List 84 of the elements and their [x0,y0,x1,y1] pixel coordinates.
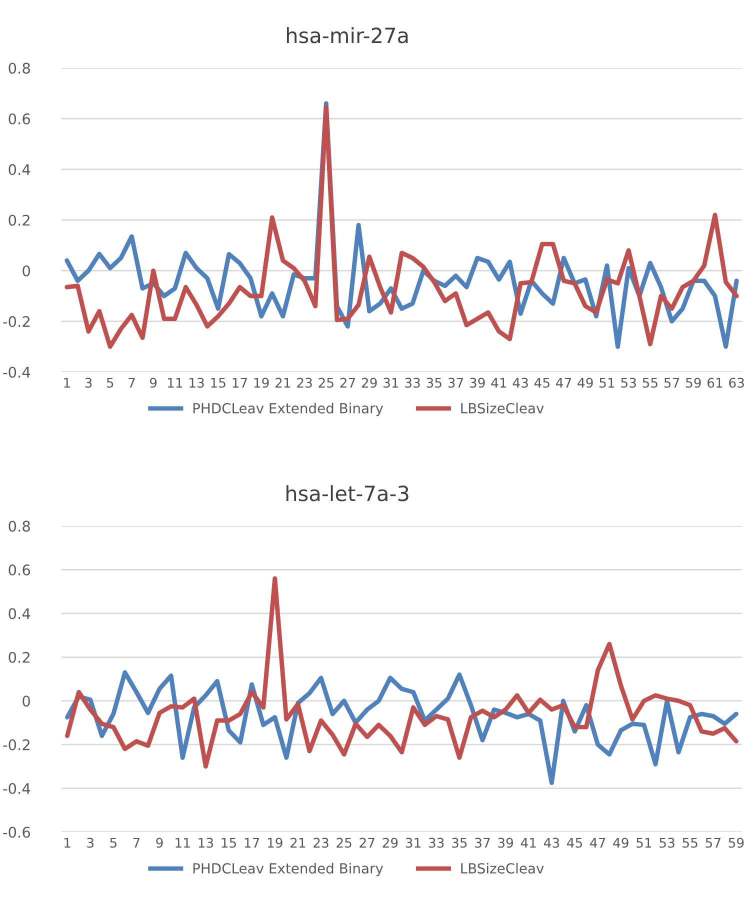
x-tick-label: 11 [176,838,190,848]
x-tick-label: 25 [318,378,334,388]
x-tick-label: 45 [567,838,582,848]
y-tick-label: 0.8 [8,62,30,74]
x-tick-label: 9 [150,378,157,388]
x-tick-label: 55 [642,378,658,388]
x-tick-label: 25 [336,838,352,848]
legend-label: LBSizeCleav [461,862,544,874]
y-tick-label: 0 [22,696,30,707]
x-tick-label: 1 [64,378,70,388]
line-series [65,576,738,769]
x-tick-label: 37 [475,838,490,848]
y-tick-label: 0.8 [8,520,30,532]
x-tick-label: 37 [448,378,464,388]
x-tick-label: 53 [621,378,636,388]
y-tick-label: 0 [22,265,30,276]
x-tick-label: 33 [428,838,444,848]
x-tick-label: 57 [706,838,720,848]
x-tick-label: 59 [686,378,701,388]
y-tick-label: -0.4 [3,783,30,794]
x-tick-label: 13 [198,838,214,848]
x-tick-label: 45 [534,378,550,388]
x-tick-label: 3 [87,838,94,848]
y-tick-label: 0.4 [8,608,30,620]
x-tick-label: 49 [578,378,593,388]
y-tick-label: 0.2 [8,652,30,663]
x-tick-label: 19 [254,378,269,388]
y-tick-label: 0.6 [8,113,30,124]
x-tick-label: 7 [133,838,140,848]
x-tick-label: 35 [426,378,442,388]
y-tick-label: -0.4 [3,366,30,378]
x-tick-label: 9 [156,838,163,848]
x-tick-label: 39 [470,378,485,388]
x-tick-label: 23 [297,378,312,388]
x-tick-label: 55 [682,838,698,848]
chart-title: hsa-let-7a-3 [286,485,408,502]
x-tick-label: 49 [613,838,628,848]
x-tick-label: 5 [106,378,114,388]
x-tick-label: 47 [556,378,572,388]
x-tick-label: 27 [360,838,374,848]
y-tick-label: 0.4 [8,164,30,176]
x-tick-label: 43 [544,838,560,848]
y-tick-label: 0.6 [8,564,30,576]
x-tick-label: 41 [520,838,536,848]
x-tick-label: 31 [384,378,398,388]
x-tick-label: 21 [276,378,290,388]
legend-label: PHDCLeav Extended Binary [193,862,384,876]
x-tick-label: 27 [340,378,356,388]
chart-title: hsa-mir-27a [286,27,408,44]
x-tick-label: 29 [362,378,377,388]
y-tick-label: -0.2 [3,739,30,750]
x-tick-label: 63 [729,378,744,388]
legend-label: LBSizeCleav [461,402,544,414]
x-tick-label: 47 [590,838,606,848]
x-tick-label: 59 [728,838,744,848]
x-tick-label: 17 [244,838,260,848]
x-tick-label: 11 [168,378,182,388]
x-tick-label: 1 [64,838,70,848]
x-tick-label: 35 [452,838,467,848]
x-tick-label: 15 [222,838,236,848]
x-tick-label: 21 [290,838,306,848]
x-tick-label: 15 [211,378,226,388]
x-tick-label: 33 [405,378,420,388]
x-tick-label: 61 [708,378,722,388]
x-tick-label: 3 [85,378,92,388]
x-tick-label: 51 [636,838,652,848]
x-tick-label: 5 [110,838,116,848]
y-tick-label: 0.2 [8,214,30,226]
x-tick-label: 39 [498,838,514,848]
x-tick-label: 51 [600,378,614,388]
x-tick-label: 7 [128,378,135,388]
x-tick-label: 31 [406,838,420,848]
x-tick-label: 13 [190,378,204,388]
legend-label: PHDCLeav Extended Binary [193,402,384,416]
x-tick-label: 17 [232,378,247,388]
x-tick-label: 23 [314,838,328,848]
x-tick-label: 53 [660,838,674,848]
x-tick-label: 43 [512,378,528,388]
x-tick-label: 19 [268,838,282,848]
y-tick-label: -0.2 [3,316,30,328]
x-tick-label: 29 [382,838,398,848]
x-tick-label: 57 [664,378,680,388]
x-tick-label: 41 [491,378,506,388]
y-tick-label: -0.6 [3,826,30,838]
